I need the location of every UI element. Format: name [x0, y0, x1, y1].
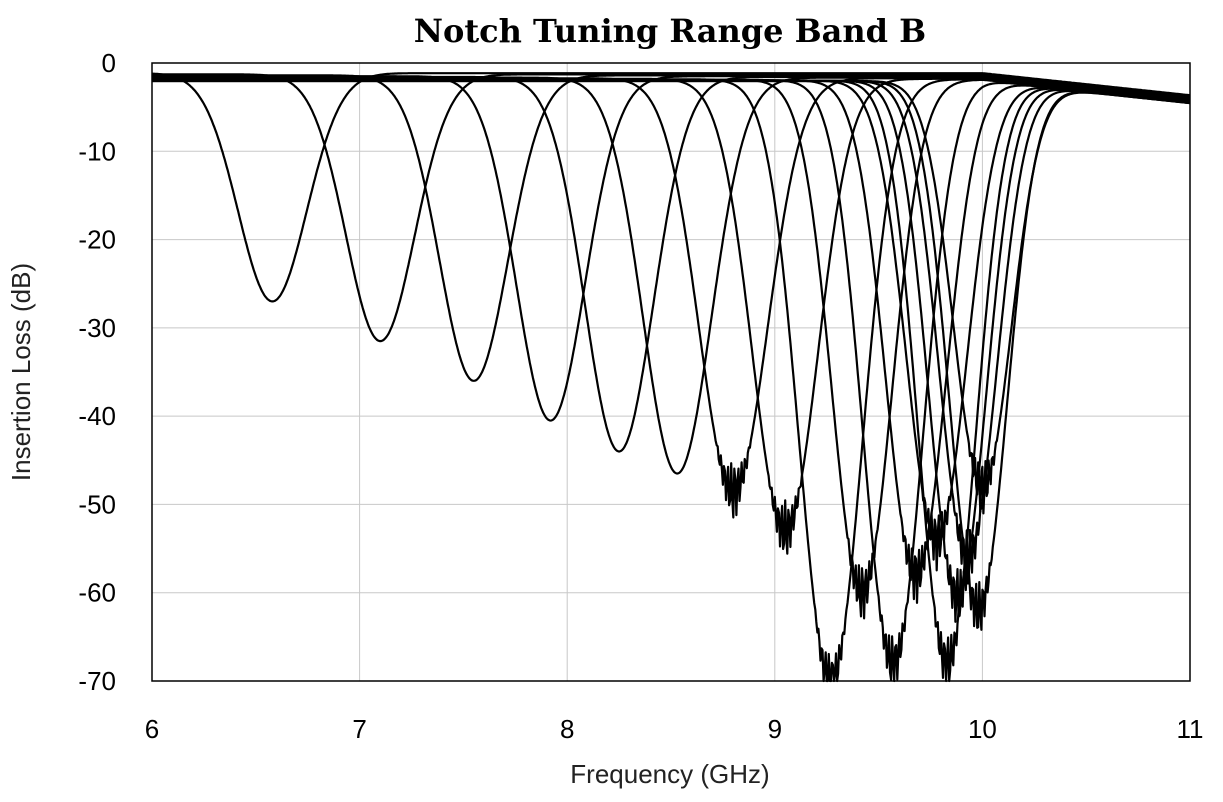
y-tick-label: -30 — [78, 313, 116, 343]
x-tick-label: 9 — [768, 714, 782, 744]
series-line — [151, 75, 1191, 453]
series-line — [151, 77, 1191, 555]
series-line — [151, 75, 1191, 422]
y-tick-label: -40 — [78, 401, 116, 431]
x-tick-label: 11 — [1177, 714, 1204, 744]
grid — [152, 63, 1190, 681]
y-tick-label: -60 — [78, 578, 116, 608]
series-line — [151, 76, 1191, 475]
y-tick-label: 0 — [102, 48, 116, 78]
x-axis-label: Frequency (GHz) — [570, 759, 769, 789]
y-tick-labels: 0 -10 -20 -30 -40 -50 -60 -70 — [78, 48, 116, 696]
series-curves — [151, 72, 1191, 683]
y-axis-label: Insertion Loss (dB) — [6, 263, 36, 481]
x-tick-label: 8 — [560, 714, 574, 744]
series-line — [151, 72, 1191, 303]
series-line — [151, 77, 1191, 519]
y-tick-label: -50 — [78, 489, 116, 519]
y-tick-label: -10 — [78, 136, 116, 166]
y-tick-label: -70 — [78, 666, 116, 696]
plot-frame — [151, 62, 1191, 682]
x-tick-label: 6 — [145, 714, 159, 744]
series-line — [151, 79, 1191, 515]
x-tick-label: 10 — [968, 714, 997, 744]
chart-title: Notch Tuning Range Band B — [414, 12, 926, 50]
x-tick-label: 7 — [352, 714, 366, 744]
x-tick-labels: 6 7 8 9 10 11 — [145, 714, 1204, 744]
y-tick-label: -20 — [78, 225, 116, 255]
